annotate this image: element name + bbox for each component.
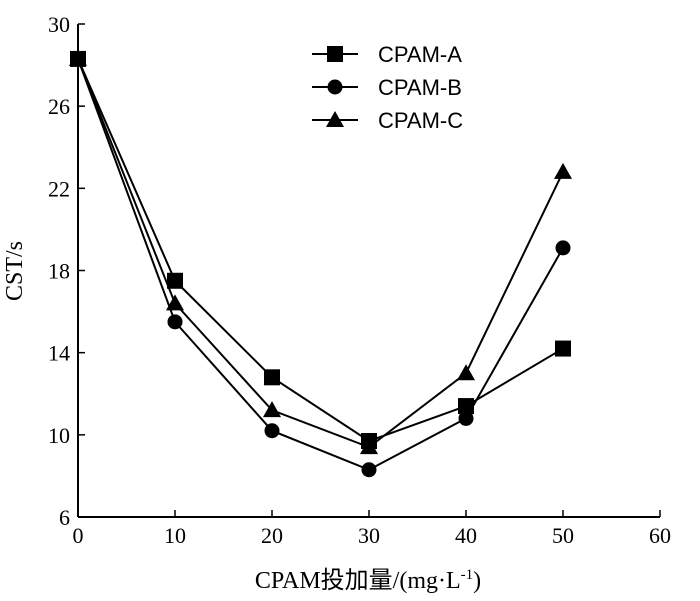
series-line-cpam-c	[77, 58, 564, 449]
y-axis-label: CST/s	[2, 241, 28, 301]
x-axis-label-superscript: -1	[461, 567, 474, 583]
data-point-cpam-a	[167, 272, 183, 289]
x-tick-label: 60	[649, 523, 671, 548]
legend-marker-cpam-c	[326, 111, 344, 127]
x-tick-label: 50	[552, 523, 574, 548]
data-point-cpam-b	[555, 240, 571, 256]
data-point-cpam-c	[69, 49, 87, 66]
y-tick-label: 6	[59, 505, 70, 530]
data-point-cpam-c	[360, 438, 378, 455]
data-point-cpam-c	[554, 162, 572, 179]
series-line-cpam-b	[77, 58, 564, 471]
data-point-cpam-a	[264, 369, 280, 386]
x-tick-label: 40	[455, 523, 477, 548]
y-tick-label: 10	[48, 423, 70, 448]
legend-label-cpam-c: CPAM-C	[378, 108, 463, 133]
x-axis-label-main: CPAM投加量/(mg·L	[255, 567, 461, 594]
y-tick-label: 22	[48, 176, 70, 201]
series-line-cpam-a	[77, 58, 564, 443]
x-tick-label: 30	[358, 523, 380, 548]
legend-label-cpam-a: CPAM-A	[378, 42, 462, 67]
x-tick-label: 0	[73, 523, 84, 548]
y-tick-label: 30	[48, 12, 70, 37]
y-tick-label: 18	[48, 259, 70, 284]
legend-label-cpam-b: CPAM-B	[378, 75, 462, 100]
series-group	[69, 49, 572, 478]
ticks: 0 10 20 30 40 50 60 6 10 14 18 22 26 30	[48, 12, 671, 548]
data-point-cpam-b	[361, 462, 377, 478]
data-point-cpam-b	[264, 423, 280, 439]
legend-marker-cpam-a	[327, 46, 343, 62]
x-tick-label: 20	[261, 523, 283, 548]
legend-marker-cpam-b	[327, 79, 343, 95]
data-point-cpam-c	[457, 364, 475, 381]
data-point-cpam-a	[555, 340, 571, 357]
x-tick-label: 10	[164, 523, 186, 548]
legend: CPAM-A CPAM-B CPAM-C	[312, 42, 463, 133]
y-tick-label: 26	[48, 94, 70, 119]
x-axis-label: CPAM投加量/(mg·L-1)	[255, 567, 481, 594]
data-point-cpam-c	[263, 401, 281, 418]
data-point-cpam-c	[166, 294, 184, 311]
x-axis-label-close: )	[473, 568, 481, 594]
data-point-cpam-b	[458, 410, 474, 426]
data-point-cpam-b	[167, 314, 183, 330]
y-tick-label: 14	[48, 341, 70, 366]
